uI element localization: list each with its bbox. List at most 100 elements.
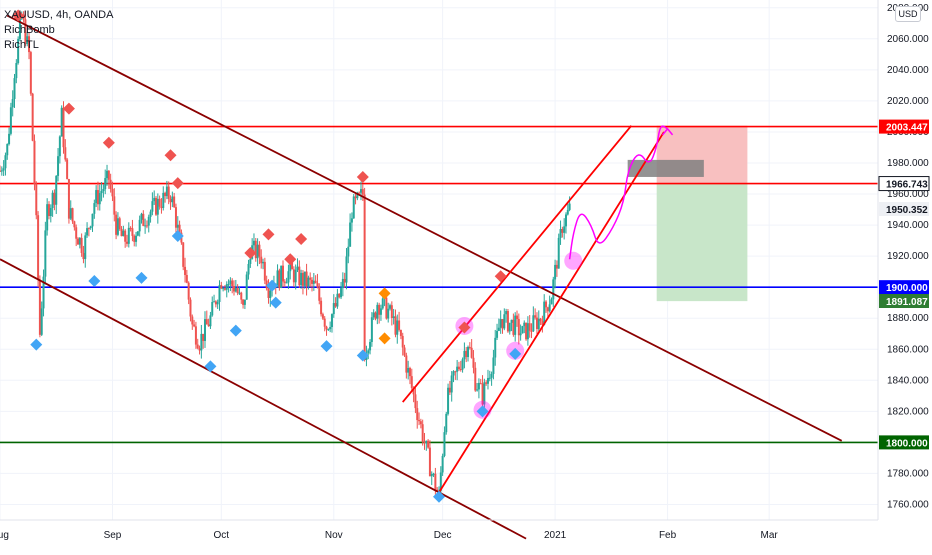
candle-body	[67, 179, 70, 219]
candle-body	[450, 375, 453, 393]
candle-body	[131, 228, 134, 236]
candle-body	[42, 276, 45, 309]
candle-body	[214, 301, 217, 305]
signal-marker-buy	[320, 340, 333, 353]
candle-body	[291, 261, 294, 270]
signal-marker-buy	[266, 279, 279, 292]
indicator-label-richtl[interactable]: RichTL	[4, 39, 39, 51]
candle-body	[207, 324, 210, 327]
signal-marker-buy	[229, 324, 242, 337]
candle-body	[107, 170, 110, 180]
candle-body	[378, 304, 381, 315]
candle-body	[452, 371, 455, 376]
candle-body	[80, 237, 83, 253]
candle-body	[125, 241, 128, 244]
candle-body	[525, 322, 528, 340]
candle-body	[568, 203, 571, 210]
candle-body	[327, 329, 330, 331]
price-tag-label: 1950.352	[886, 205, 928, 216]
candle-body	[133, 235, 136, 242]
candle-body	[459, 369, 462, 371]
y-tick-label: 1880.000	[887, 313, 929, 324]
candle-body	[423, 441, 426, 444]
candle-body	[545, 301, 548, 308]
candle-body	[71, 208, 74, 222]
candle-body	[211, 301, 214, 316]
candle-body	[535, 317, 538, 329]
candle-body	[303, 271, 306, 286]
symbol-label[interactable]: XAUUSD, 4h, OANDA	[4, 9, 114, 21]
candle-body	[4, 155, 7, 169]
signal-marker-sell	[284, 253, 297, 266]
candle-body	[245, 274, 248, 300]
candle-body	[193, 324, 196, 327]
candle-body	[69, 208, 72, 219]
signal-marker-buy	[171, 229, 184, 242]
price-tag-bg	[879, 435, 929, 450]
candle-body	[135, 235, 138, 242]
candle-body	[247, 263, 250, 275]
candle-body	[394, 316, 397, 335]
candle-body	[349, 222, 352, 247]
stop-zone	[656, 183, 748, 302]
candle-body	[267, 288, 270, 298]
candle-body	[127, 227, 130, 244]
candle-body	[292, 269, 295, 283]
signal-marker-sell	[378, 287, 391, 300]
candle-body	[280, 265, 283, 288]
candle-body	[557, 237, 560, 269]
signal-marker-sell	[356, 170, 369, 183]
candle-body	[445, 413, 448, 433]
candle-body	[367, 350, 370, 354]
candle-body	[93, 203, 96, 214]
candle-body	[447, 387, 450, 414]
candle-body	[369, 341, 372, 351]
signal-marker-sell	[244, 247, 257, 260]
candle-body	[358, 192, 361, 194]
signal-marker-buy	[378, 332, 391, 345]
candle-body	[521, 326, 524, 334]
candle-body	[405, 355, 408, 373]
candle-body	[222, 288, 225, 290]
candle-body	[202, 333, 205, 341]
ascending-channel-lower	[434, 131, 665, 499]
candle-body	[559, 229, 562, 238]
price-tag-bg	[878, 176, 930, 192]
candle-body	[265, 280, 268, 289]
candle-body	[156, 198, 159, 215]
candle-body	[474, 367, 477, 391]
candle-body	[0, 170, 3, 172]
indicator-label-richbomb[interactable]: RichBomb	[4, 24, 55, 36]
candle-body	[140, 213, 143, 220]
candle-body	[399, 329, 402, 336]
candle-body	[17, 38, 20, 64]
price-tag-bg	[879, 280, 929, 295]
candle-body	[46, 204, 49, 231]
candle-body	[44, 230, 47, 277]
signal-marker-sell	[102, 136, 115, 149]
candle-body	[13, 78, 16, 100]
candle-body	[488, 377, 491, 379]
x-tick-label: Nov	[325, 530, 343, 541]
x-tick-label: Sep	[104, 530, 122, 541]
candle-body	[242, 299, 245, 305]
candle-body	[318, 287, 321, 301]
candle-body	[508, 322, 511, 332]
candle-body	[430, 474, 433, 477]
axes: 1760.000 1780.000 1800.000 1820.000 1840.000…	[0, 0, 930, 541]
candle-body	[372, 312, 375, 318]
candle-body	[138, 219, 141, 232]
price-tag-label: 1900.000	[886, 283, 928, 294]
candle-body	[33, 140, 36, 185]
candle-body	[463, 350, 466, 360]
candle-body	[233, 285, 236, 292]
candle-body	[111, 188, 114, 197]
currency-button[interactable]: USD	[895, 6, 921, 22]
candle-body	[144, 225, 147, 227]
candle-body	[136, 231, 139, 236]
candle-body	[98, 193, 101, 205]
chart-legend-info: XAUUSD, 4h, OANDA RichBomb RichTL	[4, 8, 113, 53]
candle-body	[564, 214, 567, 227]
